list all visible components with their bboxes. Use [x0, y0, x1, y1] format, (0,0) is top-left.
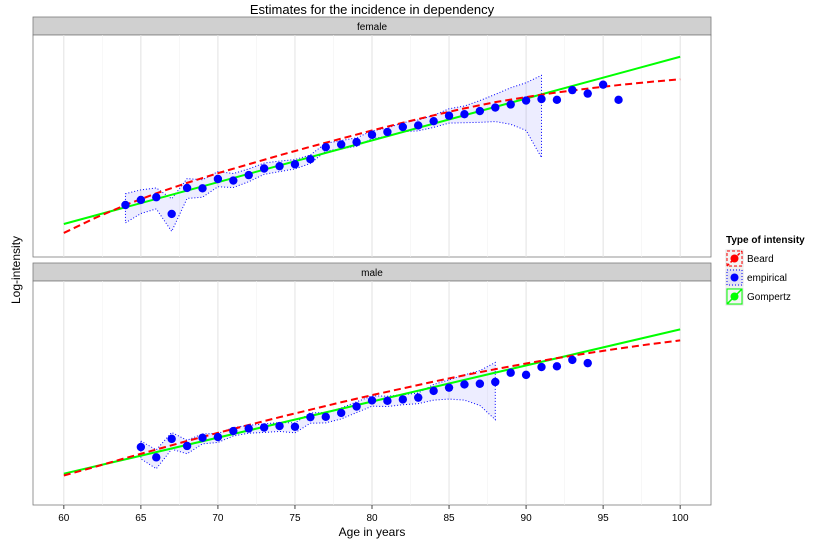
x-tick-label: 70 — [212, 513, 224, 524]
empirical-point — [491, 377, 500, 387]
empirical-point — [552, 362, 562, 371]
empirical-point — [460, 380, 469, 389]
legend-label: empirical — [747, 273, 787, 284]
legend-key-point — [730, 254, 739, 263]
empirical-point — [259, 164, 269, 173]
empirical-point — [244, 424, 253, 433]
x-tick-label: 90 — [521, 513, 533, 524]
x-tick-label: 80 — [366, 513, 378, 524]
x-tick-label: 65 — [135, 513, 147, 524]
facet-strip-label: male — [361, 268, 383, 279]
empirical-point — [491, 103, 500, 112]
empirical-point — [460, 109, 469, 119]
empirical-point — [213, 174, 223, 184]
beard-line — [63, 78, 681, 234]
empirical-point — [275, 161, 284, 171]
empirical-point — [383, 127, 392, 137]
empirical-point — [182, 183, 192, 193]
legend-label: Beard — [747, 254, 774, 265]
empirical-point — [583, 89, 592, 98]
empirical-point — [136, 195, 146, 205]
empirical-point — [537, 362, 546, 372]
empirical-point — [414, 393, 423, 402]
empirical-point — [537, 94, 546, 104]
empirical-point — [152, 453, 161, 462]
x-tick-label: 60 — [58, 513, 70, 524]
empirical-point — [552, 95, 562, 105]
empirical-point — [229, 426, 238, 436]
gompertz-line — [63, 55, 681, 225]
panel-male: male 60 65 70 75 80 85 90 95 100 — [32, 262, 712, 524]
empirical-point — [167, 209, 176, 219]
legend-key-frame — [726, 288, 743, 305]
empirical-point — [306, 412, 315, 422]
empirical-point — [429, 386, 438, 396]
x-tick-label: 85 — [443, 513, 455, 524]
empirical-point — [152, 193, 161, 202]
empirical-point — [167, 434, 176, 444]
empirical-point — [506, 100, 515, 109]
legend-title: Type of intensity — [726, 235, 805, 246]
empirical-point — [414, 121, 423, 130]
empirical-point — [244, 170, 253, 180]
legend-key-gompertz: Gompertz — [725, 287, 791, 306]
empirical-point — [121, 200, 130, 210]
panel-female: female — [32, 16, 712, 258]
chart-title: Estimates for the incidence in dependenc… — [250, 2, 495, 17]
empirical-point — [259, 423, 269, 432]
empirical-point — [321, 142, 330, 152]
empirical-point — [198, 184, 207, 193]
y-axis-label: Log-intensity — [9, 236, 23, 304]
empirical-point — [367, 130, 377, 139]
empirical-point — [475, 379, 485, 388]
facet-strip-label: female — [357, 22, 387, 33]
empirical-point — [444, 111, 454, 120]
empirical-point — [568, 85, 577, 95]
x-tick-label: 95 — [598, 513, 610, 524]
x-axis-label: Age in years — [339, 525, 406, 539]
x-tick-label: 75 — [289, 513, 301, 524]
legend-label: Gompertz — [747, 292, 791, 303]
empirical-point — [444, 383, 454, 392]
empirical-point — [398, 395, 408, 404]
empirical-point — [506, 368, 515, 377]
legend-key-beard: Beard — [725, 249, 774, 268]
legend: Type of intensity Beard empirical Gompertz — [725, 235, 805, 306]
empirical-point — [321, 412, 330, 422]
empirical-point — [521, 96, 531, 105]
empirical-point — [568, 355, 577, 365]
legend-key-empirical: empirical — [725, 268, 787, 287]
empirical-point — [336, 140, 346, 149]
empirical-point — [367, 396, 377, 405]
empirical-point — [213, 432, 223, 442]
x-tick-label: 100 — [672, 513, 689, 524]
empirical-point — [275, 421, 284, 431]
empirical-point — [182, 441, 192, 451]
legend-key-dash-frame — [726, 250, 743, 267]
empirical-point — [398, 122, 408, 132]
empirical-confidence-band — [124, 74, 542, 233]
empirical-point — [583, 358, 592, 368]
legend-key-point — [730, 273, 739, 282]
empirical-point — [352, 137, 361, 147]
facet-panels: female male 60 65 70 75 80 85 90 95 100 — [32, 16, 712, 524]
empirical-point — [598, 80, 608, 89]
empirical-point — [198, 433, 207, 442]
empirical-point — [352, 402, 361, 411]
empirical-point — [429, 116, 438, 126]
empirical-point — [290, 422, 300, 431]
empirical-point — [290, 160, 300, 169]
empirical-point — [136, 442, 146, 452]
empirical-point — [475, 106, 485, 116]
empirical-point — [336, 408, 346, 418]
empirical-point — [383, 396, 392, 406]
empirical-point — [521, 370, 531, 380]
legend-key-point — [730, 292, 739, 301]
empirical-point — [306, 154, 315, 164]
empirical-point — [614, 95, 623, 105]
empirical-point — [229, 176, 238, 185]
